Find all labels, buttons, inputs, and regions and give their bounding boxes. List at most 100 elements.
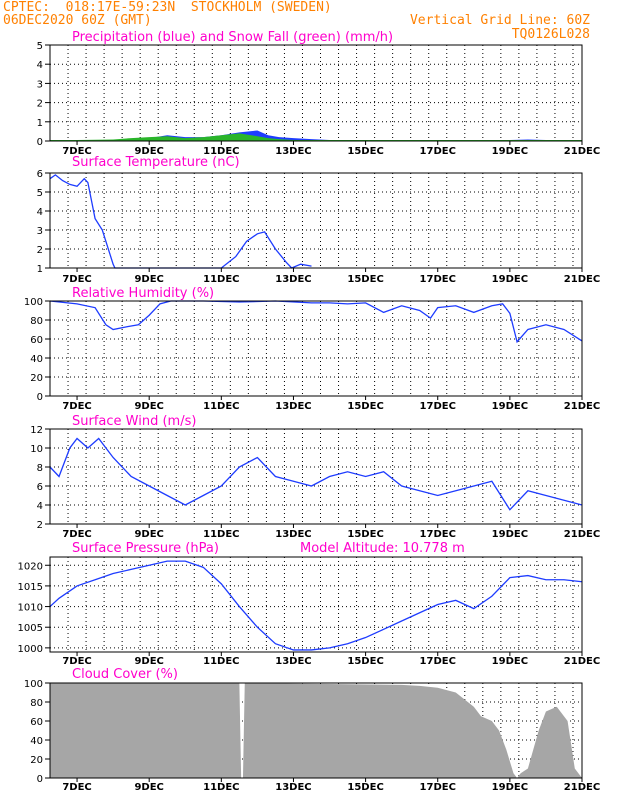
plot-frame — [49, 556, 583, 653]
y-tick-label: 1015 — [18, 582, 43, 593]
x-tick-label: 21DEC — [564, 274, 600, 285]
x-tick-label: 15DEC — [347, 274, 383, 285]
x-tick-label: 13DEC — [275, 401, 311, 412]
x-tick-label: 17DEC — [420, 274, 456, 285]
x-tick-label: 13DEC — [275, 529, 311, 540]
y-tick-label: 20 — [30, 755, 43, 766]
x-tick-label: 17DEC — [420, 782, 456, 793]
series-line-0 — [49, 437, 583, 511]
x-tick-label: 13DEC — [275, 274, 311, 285]
x-tick-label: 7DEC — [62, 529, 91, 540]
x-tick-label: 11DEC — [203, 782, 239, 793]
x-tick-label: 13DEC — [275, 146, 311, 157]
y-tick-label: 60 — [30, 335, 43, 346]
cloud-title: Cloud Cover (%) — [72, 667, 178, 682]
y-tick-label: 100 — [24, 679, 43, 690]
y-tick-label: 40 — [30, 736, 43, 747]
y-tick-label: 4 — [37, 60, 43, 71]
y-tick-label: 20 — [30, 373, 43, 384]
series-area-0 — [50, 683, 582, 778]
y-tick-label: 60 — [30, 717, 43, 728]
model-altitude: Model Altitude: 10.778 m — [300, 541, 465, 556]
x-tick-label: 11DEC — [203, 656, 239, 667]
x-tick-label: 17DEC — [420, 529, 456, 540]
y-tick-label: 0 — [37, 774, 43, 785]
precip-title: Precipitation (blue) and Snow Fall (gree… — [72, 30, 393, 45]
x-tick-label: 9DEC — [134, 146, 163, 157]
wind-title: Surface Wind (m/s) — [72, 414, 196, 429]
header-model: TQ0126L028 — [511, 27, 590, 42]
series-line-0 — [49, 174, 312, 269]
x-tick-label: 7DEC — [62, 274, 91, 285]
x-tick-label: 17DEC — [420, 401, 456, 412]
x-tick-label: 11DEC — [203, 529, 239, 540]
x-tick-label: 13DEC — [275, 656, 311, 667]
x-tick-label: 9DEC — [134, 529, 163, 540]
y-tick-label: 2 — [37, 245, 43, 256]
y-tick-label: 80 — [30, 698, 43, 709]
series-line-0 — [49, 300, 583, 344]
x-tick-label: 19DEC — [492, 529, 528, 540]
plot-frame — [49, 300, 583, 397]
x-tick-label: 13DEC — [275, 782, 311, 793]
y-tick-label: 3 — [37, 226, 43, 237]
y-tick-label: 6 — [37, 482, 43, 493]
plot-frame — [49, 172, 583, 269]
y-tick-label: 0 — [37, 392, 43, 403]
y-tick-label: 1010 — [18, 603, 43, 614]
y-tick-label: 1020 — [18, 561, 43, 572]
series-line-0 — [49, 560, 583, 651]
y-tick-label: 1005 — [18, 623, 43, 634]
y-tick-label: 1000 — [18, 644, 43, 655]
x-tick-label: 19DEC — [492, 401, 528, 412]
y-tick-label: 1 — [37, 264, 43, 275]
x-tick-label: 7DEC — [62, 146, 91, 157]
y-tick-label: 2 — [37, 99, 43, 110]
x-tick-label: 17DEC — [420, 146, 456, 157]
x-tick-label: 9DEC — [134, 274, 163, 285]
x-tick-label: 15DEC — [347, 146, 383, 157]
header-grid-note: Vertical Grid Line: 60Z — [409, 13, 590, 28]
x-tick-label: 11DEC — [203, 146, 239, 157]
y-tick-label: 10 — [30, 444, 43, 455]
y-tick-label: 5 — [37, 188, 43, 199]
y-tick-label: 0 — [37, 137, 43, 148]
x-tick-label: 19DEC — [492, 274, 528, 285]
y-tick-label: 3 — [37, 79, 43, 90]
x-tick-label: 19DEC — [492, 656, 528, 667]
x-tick-label: 21DEC — [564, 656, 600, 667]
y-tick-label: 40 — [30, 354, 43, 365]
y-tick-label: 1 — [37, 118, 43, 129]
x-tick-label: 15DEC — [347, 782, 383, 793]
x-tick-label: 21DEC — [564, 401, 600, 412]
x-tick-label: 15DEC — [347, 656, 383, 667]
y-tick-label: 12 — [30, 425, 43, 436]
y-tick-label: 4 — [37, 207, 43, 218]
y-tick-label: 6 — [37, 169, 43, 180]
y-tick-label: 80 — [30, 316, 43, 327]
x-tick-label: 7DEC — [62, 401, 91, 412]
x-tick-label: 9DEC — [134, 401, 163, 412]
x-tick-label: 19DEC — [492, 782, 528, 793]
plot-frame — [49, 44, 583, 142]
x-tick-label: 9DEC — [134, 656, 163, 667]
plot-frame — [49, 428, 583, 525]
y-tick-label: 4 — [37, 501, 43, 512]
y-tick-label: 5 — [37, 41, 43, 52]
x-tick-label: 19DEC — [492, 146, 528, 157]
x-tick-label: 11DEC — [203, 274, 239, 285]
x-tick-label: 15DEC — [347, 401, 383, 412]
x-tick-label: 21DEC — [564, 529, 600, 540]
pressure-title: Surface Pressure (hPa) — [72, 541, 219, 556]
header-station: CPTEC: 018:17E-59:23N STOCKHOLM (SWEDEN) — [3, 0, 332, 15]
x-tick-label: 11DEC — [203, 401, 239, 412]
y-tick-label: 8 — [37, 463, 43, 474]
x-tick-label: 21DEC — [564, 146, 600, 157]
y-tick-label: 2 — [37, 520, 43, 531]
x-tick-label: 9DEC — [134, 782, 163, 793]
series-area-1 — [50, 133, 582, 141]
temp-title: Surface Temperature (nC) — [72, 155, 240, 170]
x-tick-label: 21DEC — [564, 782, 600, 793]
y-tick-label: 100 — [24, 297, 43, 308]
